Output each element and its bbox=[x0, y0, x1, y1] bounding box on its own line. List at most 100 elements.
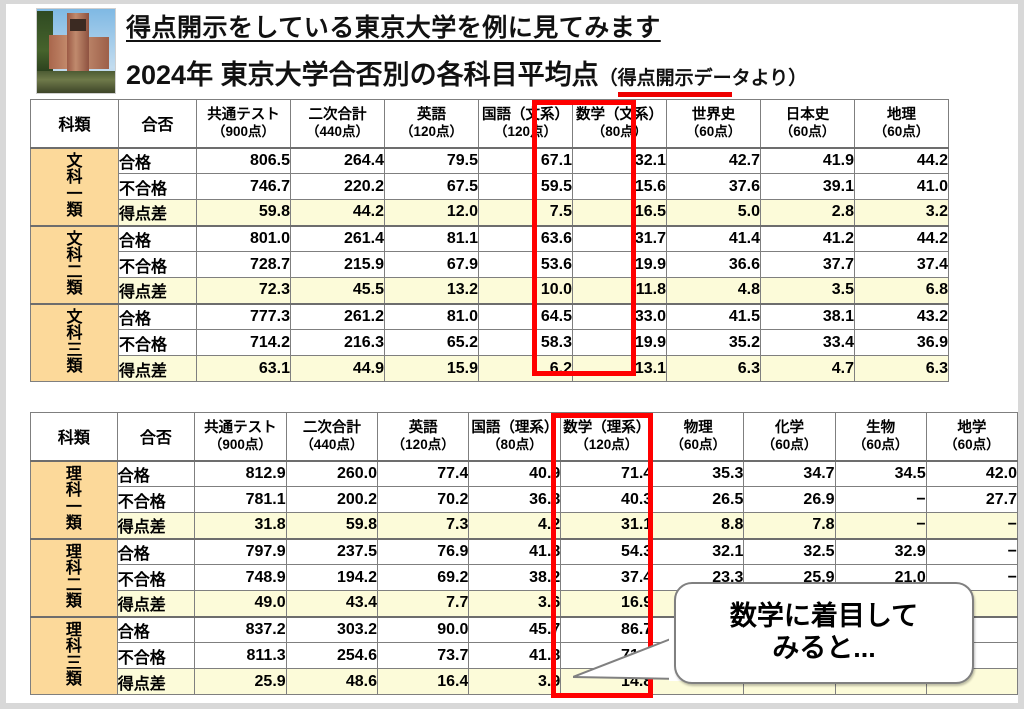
score-cell: 71.9 bbox=[560, 642, 654, 669]
score-cell: 67.1 bbox=[478, 146, 573, 174]
group-label-char: 類 bbox=[66, 201, 83, 219]
col-label: 英語 bbox=[408, 419, 438, 436]
slide-header: 得点開示をしている東京大学を例に見てみます 2024年 東京大学合否別の各科目平… bbox=[14, 4, 1014, 96]
score-cell: 16.9 bbox=[560, 590, 654, 617]
sciences-corner-kamoku: 科類 bbox=[30, 412, 118, 462]
col-max: （60点） bbox=[852, 436, 909, 452]
score-cell: 35.2 bbox=[666, 329, 761, 356]
table-row: 理科二類合格 797.9 237.5 76.9 41.8 54.3 32.1 32.5 32.9… bbox=[30, 537, 1018, 617]
col-label: 数学（理系） bbox=[563, 419, 651, 436]
humanities-group-label: 文科一類 bbox=[30, 146, 119, 226]
score-cell: 41.8 bbox=[468, 537, 562, 565]
score-cell: 31.7 bbox=[572, 224, 667, 252]
score-cell: 303.2 bbox=[285, 615, 379, 643]
col-label: 地理 bbox=[887, 106, 916, 123]
score-cell: 13.1 bbox=[572, 355, 667, 382]
score-cell: 72.3 bbox=[196, 277, 291, 304]
score-cell: 777.3 bbox=[196, 302, 291, 330]
table-row: 得点差 72.3 45.5 13.2 10.0 11.8 4.8 3.5 6.8 bbox=[31, 277, 949, 304]
passfail-label-pass: 合格 bbox=[116, 615, 196, 643]
col-max: （60点） bbox=[779, 123, 836, 139]
score-cell: 714.2 bbox=[196, 329, 291, 356]
score-cell: 41.8 bbox=[468, 642, 562, 669]
sciences-header-row: 科類 合否 共通テスト （900点） 二次合計 （440点） 英語 （120点） bbox=[30, 412, 1018, 462]
score-cell: 6.8 bbox=[854, 277, 949, 304]
score-cell: 70.2 bbox=[377, 486, 470, 513]
score-cell: 194.2 bbox=[285, 564, 379, 591]
score-cell: 15.6 bbox=[572, 173, 667, 200]
score-cell: 42.0 bbox=[925, 459, 1018, 487]
humanities-header-row: 科類 合否 共通テスト （900点） 二次合計 （440点） 英語 （120点） bbox=[30, 99, 949, 149]
score-cell: 260.0 bbox=[285, 459, 379, 487]
passfail-label-diff: 得点差 bbox=[116, 668, 196, 695]
passfail-label-pass: 合格 bbox=[118, 224, 197, 252]
score-cell: 44.2 bbox=[854, 146, 949, 174]
table-row: 不合格 728.7 215.9 67.9 53.6 19.9 36.6 37.7 37.4 bbox=[31, 251, 949, 278]
col-max: （900点） bbox=[211, 123, 276, 139]
score-cell: 32.9 bbox=[834, 537, 927, 565]
score-cell: 6.3 bbox=[666, 355, 761, 382]
score-cell: 5.0 bbox=[666, 199, 761, 226]
table-row: 文科二類合格 801.0 261.4 81.1 63.6 31.7 41.4 41.2 44.2 bbox=[30, 224, 949, 304]
col-max: （60点） bbox=[685, 123, 742, 139]
score-cell: 81.1 bbox=[384, 224, 479, 252]
sciences-group-label: 理科二類 bbox=[30, 537, 118, 617]
score-cell: 33.0 bbox=[572, 302, 667, 330]
score-cell: 812.9 bbox=[194, 459, 287, 487]
score-cell: 34.5 bbox=[834, 459, 927, 487]
sciences-table-body: 理科一類合格 812.9 260.0 77.4 40.9 71.4 35.3 34.7 34.5… bbox=[30, 459, 1018, 695]
humanities-group-label: 文科三類 bbox=[30, 302, 119, 382]
score-cell: 12.0 bbox=[384, 199, 479, 226]
score-cell: 63.1 bbox=[196, 355, 291, 382]
score-cell: 19.9 bbox=[572, 251, 667, 278]
table-row: 理科三類合格 837.2 303.2 90.0 45.7 86.7 bbox=[30, 615, 1018, 695]
score-cell: 33.4 bbox=[760, 329, 855, 356]
humanities-group-label: 文科二類 bbox=[30, 224, 119, 304]
group-label-char: 三 bbox=[66, 341, 83, 359]
humanities-corner-kamoku: 科類 bbox=[30, 99, 119, 149]
humanities-col-japanese-history: 日本史 （60点） bbox=[760, 99, 855, 149]
group-label-char: 二 bbox=[65, 576, 82, 594]
col-label: 物理 bbox=[683, 419, 713, 436]
score-cell: 48.6 bbox=[285, 668, 379, 695]
group-label-char: 類 bbox=[65, 514, 82, 532]
score-cell: 36.6 bbox=[666, 251, 761, 278]
score-cell: 746.7 bbox=[196, 173, 291, 200]
group-label-char: 科 bbox=[66, 247, 83, 265]
humanities-col-world-history: 世界史 （60点） bbox=[666, 99, 761, 149]
group-label-char: 科 bbox=[65, 560, 82, 578]
sciences-col-chemistry: 化学 （60点） bbox=[743, 412, 836, 462]
table-row: 不合格 748.9 194.2 69.2 38.2 37.4 23.3 25.9 21.0− bbox=[31, 564, 1018, 591]
group-label-char: 文 bbox=[66, 152, 83, 170]
score-cell: 264.4 bbox=[290, 146, 385, 174]
score-cell: 215.9 bbox=[290, 251, 385, 278]
table-row: 理科一類合格 812.9 260.0 77.4 40.9 71.4 35.3 34.7 34.5… bbox=[30, 459, 1018, 539]
passfail-label-fail: 不合格 bbox=[116, 486, 196, 513]
group-label-char: 科 bbox=[65, 638, 82, 656]
score-cell: 44.9 bbox=[290, 355, 385, 382]
score-cell: 67.5 bbox=[384, 173, 479, 200]
math-focus-callout: 数学に着目して みると... bbox=[674, 582, 974, 684]
col-label: 共通テスト bbox=[204, 419, 277, 436]
score-cell: − bbox=[834, 512, 927, 539]
score-cell: 53.6 bbox=[478, 251, 573, 278]
passfail-label-diff: 得点差 bbox=[118, 355, 197, 382]
col-label: 生物 bbox=[866, 419, 896, 436]
score-cell: 40.3 bbox=[560, 486, 654, 513]
score-cell: 54.3 bbox=[560, 537, 654, 565]
callout-line-1: 数学に着目して bbox=[729, 601, 919, 632]
col-max: （900点） bbox=[208, 436, 272, 452]
callout-line-2: みると... bbox=[772, 633, 876, 663]
humanities-col-niji-total: 二次合計 （440点） bbox=[290, 99, 385, 149]
score-cell: 25.9 bbox=[194, 668, 287, 695]
score-cell: 37.4 bbox=[560, 564, 654, 591]
sciences-col-earth-science: 地学 （60点） bbox=[925, 412, 1018, 462]
col-max: （440点） bbox=[300, 436, 364, 452]
score-cell: 26.9 bbox=[743, 486, 836, 513]
score-cell: 43.2 bbox=[854, 302, 949, 330]
group-label-char: 二 bbox=[66, 263, 83, 281]
passfail-label-fail: 不合格 bbox=[118, 173, 197, 200]
score-cell: 59.5 bbox=[478, 173, 573, 200]
col-label: 国語（理系） bbox=[471, 419, 559, 436]
